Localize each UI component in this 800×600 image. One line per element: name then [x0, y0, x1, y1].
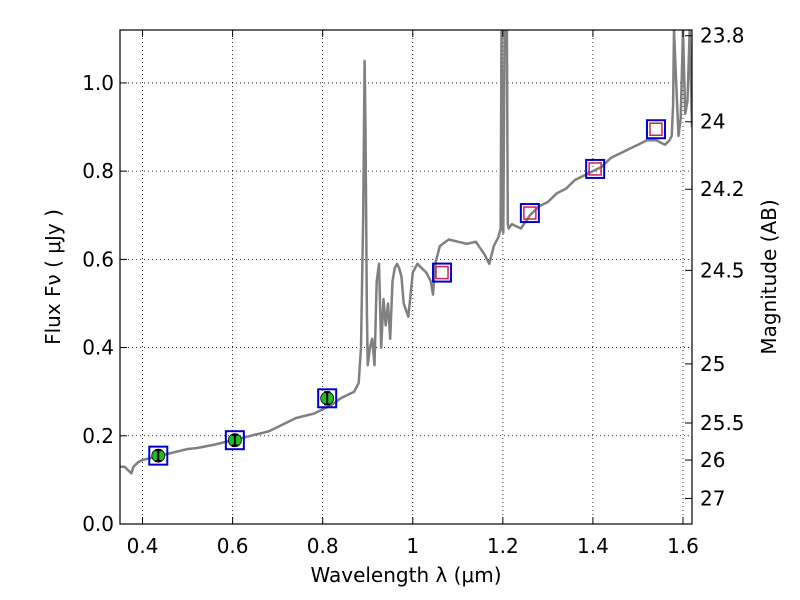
right-tick-label: 27 — [700, 486, 725, 510]
right-tick-label: 24.2 — [700, 177, 745, 201]
y-tick-label: 0.2 — [82, 424, 114, 448]
x-tick-label: 0.4 — [127, 534, 159, 558]
model-photometry-square — [224, 430, 245, 451]
axis-ticks: 0.4 0.6 0.8 1 1.2 1.4 1.6 0.0 0.2 0.4 0.6 0.8 1.0 23.… — [82, 24, 744, 558]
x-tick-label: 1 — [406, 534, 419, 558]
plot-frame — [119, 29, 693, 525]
right-tick-label: 25 — [700, 352, 725, 376]
spectrum-line — [120, 30, 692, 475]
y-axis-title: Flux Fν ( μJy ) — [41, 209, 65, 345]
y-tick-label: 0.8 — [82, 159, 114, 183]
predicted-photometry-square — [523, 206, 537, 220]
right-tick-label: 23.8 — [700, 24, 745, 48]
x-tick-label: 1.6 — [667, 534, 699, 558]
y-tick-label: 0.4 — [82, 336, 114, 360]
y-tick-label: 1.0 — [82, 71, 114, 95]
grid — [120, 30, 692, 525]
y-axis-right-title: Magnitude (AB) — [757, 199, 781, 354]
y-tick-label: 0.0 — [82, 512, 114, 536]
x-tick-label: 1.2 — [487, 534, 519, 558]
right-tick-label: 25.5 — [700, 411, 745, 435]
x-tick-label: 0.8 — [307, 534, 339, 558]
right-tick-label: 24 — [700, 110, 725, 134]
series-layer — [120, 30, 692, 475]
right-tick-label: 26 — [700, 448, 725, 472]
model-photometry-square — [432, 262, 453, 283]
model-photometry-square — [317, 388, 338, 409]
right-tick-label: 24.5 — [700, 258, 745, 282]
model-photometry-square — [519, 203, 540, 224]
model-photometry-square — [148, 445, 169, 466]
predicted-photometry-square — [588, 162, 602, 176]
predicted-photometry-square — [649, 122, 663, 136]
y-tick-label: 0.6 — [82, 247, 114, 271]
model-photometry-square — [645, 119, 666, 140]
predicted-photometry-square — [435, 265, 449, 280]
x-tick-label: 0.6 — [217, 534, 249, 558]
model-photometry-square — [585, 158, 606, 179]
x-tick-label: 1.4 — [577, 534, 609, 558]
x-axis-title: Wavelength λ (μm) — [310, 563, 501, 587]
